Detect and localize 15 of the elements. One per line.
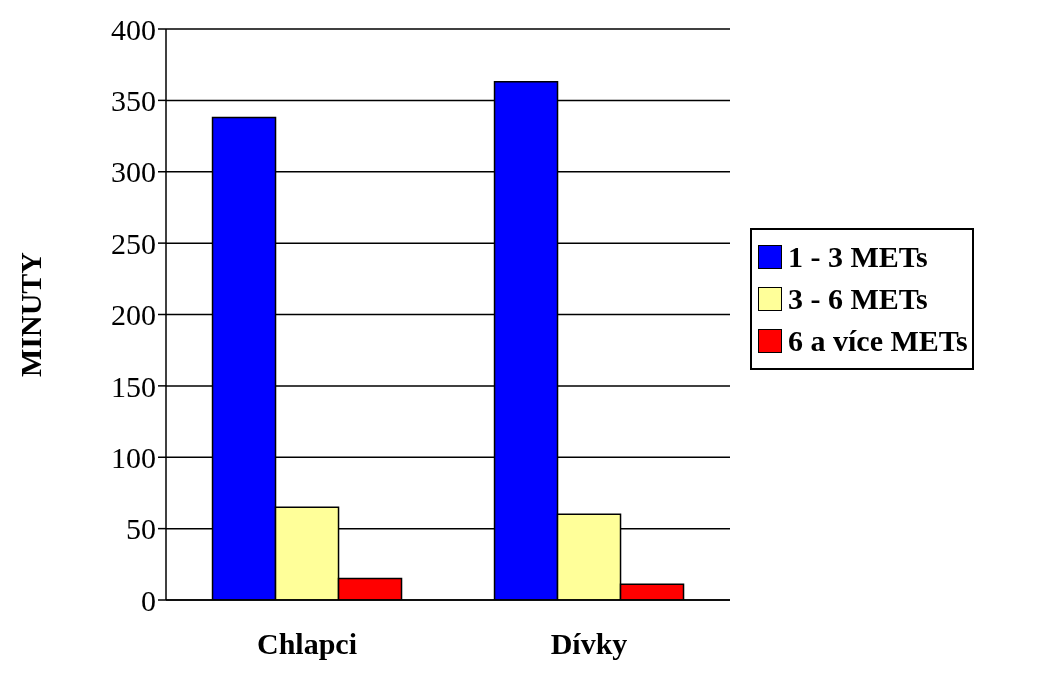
legend-label: 3 - 6 METs [788, 282, 928, 316]
y-tick-label: 100 [111, 440, 156, 474]
y-tick-label: 200 [111, 298, 156, 332]
y-tick-label: 300 [111, 155, 156, 189]
y-tick-label: 50 [126, 512, 156, 546]
x-tick-label: Chlapci [256, 627, 358, 661]
y-tick-label: 400 [111, 12, 156, 46]
x-tick-label: Dívky [550, 627, 628, 661]
y-tick-label: 150 [111, 369, 156, 403]
legend-label: 1 - 3 METs [788, 240, 928, 274]
legend-label: 6 a více METs [788, 324, 968, 358]
y-tick-label: 0 [141, 583, 156, 617]
y-tick-label: 250 [111, 226, 156, 260]
y-axis-title: MINUTY [13, 251, 47, 377]
y-tick-label: 350 [111, 84, 156, 118]
